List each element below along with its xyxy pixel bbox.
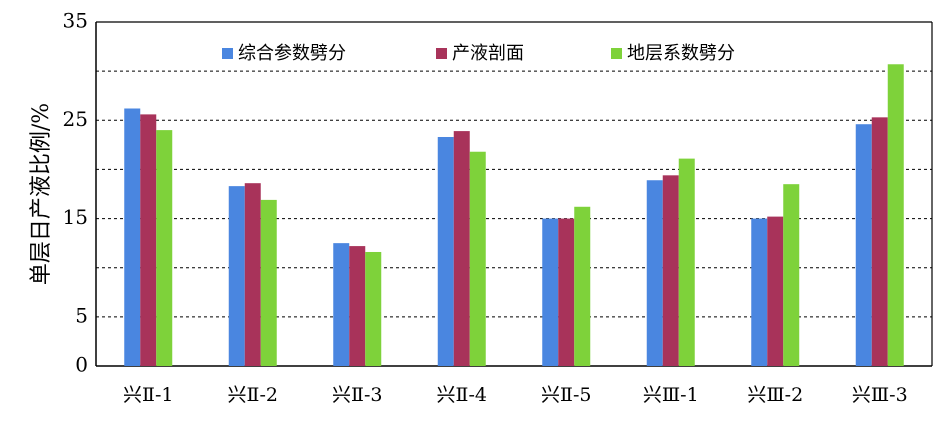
axes: [95, 21, 933, 367]
x-tick-label: 兴Ⅱ-5: [541, 384, 591, 406]
legend-label: 综合参数劈分: [238, 43, 346, 64]
y-tick-labels: 0 5 15 25 35: [63, 9, 88, 377]
bar-2-8: [871, 117, 888, 366]
legend: 综合参数劈分 产液剖面 地层系数劈分: [222, 43, 735, 64]
bars: [124, 64, 904, 367]
bar-3-4: [469, 151, 486, 366]
x-tick-label: 兴Ⅲ-1: [643, 384, 699, 406]
bar-1-4: [437, 136, 454, 366]
bar-2-6: [662, 175, 679, 366]
y-tick-label: 15: [63, 205, 88, 229]
x-tick-label: 兴Ⅲ-2: [747, 384, 803, 406]
bar-1-5: [542, 218, 559, 366]
y-axis-label: 单层日产液比例/%: [29, 103, 54, 285]
x-tick-label: 兴Ⅱ-3: [332, 384, 382, 406]
bar-1-1: [124, 108, 141, 367]
x-tick-labels: 兴Ⅱ-1 兴Ⅱ-2 兴Ⅱ-3 兴Ⅱ-4 兴Ⅱ-5 兴Ⅲ-1 兴Ⅲ-2 兴Ⅲ-3: [123, 384, 908, 406]
bar-2-2: [244, 183, 261, 366]
bar-1-8: [855, 124, 872, 367]
legend-label: 地层系数劈分: [627, 43, 735, 64]
bar-1-3: [333, 243, 350, 366]
bar-3-3: [365, 251, 382, 366]
bar-3-5: [574, 206, 591, 366]
bar-2-7: [767, 216, 784, 366]
bar-3-1: [156, 130, 173, 366]
x-tick-label: 兴Ⅲ-3: [852, 384, 908, 406]
x-tick-label: 兴Ⅱ-4: [437, 384, 487, 406]
y-tick-label: 5: [75, 303, 88, 327]
x-tick-label: 兴Ⅱ-2: [228, 384, 278, 406]
x-tick-label: 兴Ⅱ-1: [123, 384, 173, 406]
bar-2-4: [453, 131, 470, 366]
bar-3-7: [783, 184, 800, 366]
bar-3-8: [887, 64, 904, 367]
bar-3-6: [678, 158, 695, 366]
bar-3-2: [260, 199, 277, 366]
bar-1-6: [646, 180, 663, 366]
bar-1-7: [751, 218, 768, 366]
legend-swatch: [436, 48, 447, 59]
y-tick-label: 35: [63, 9, 88, 33]
legend-label: 产液剖面: [452, 43, 524, 64]
y-tick-label: 25: [63, 107, 88, 131]
y-tick-label: 0: [75, 353, 88, 377]
gridlines: [96, 70, 932, 318]
legend-swatch: [222, 48, 233, 59]
bar-2-5: [558, 218, 575, 366]
bar-2-1: [140, 114, 157, 366]
legend-swatch: [611, 48, 622, 59]
bar-1-2: [228, 186, 245, 366]
bar-2-3: [349, 246, 366, 366]
